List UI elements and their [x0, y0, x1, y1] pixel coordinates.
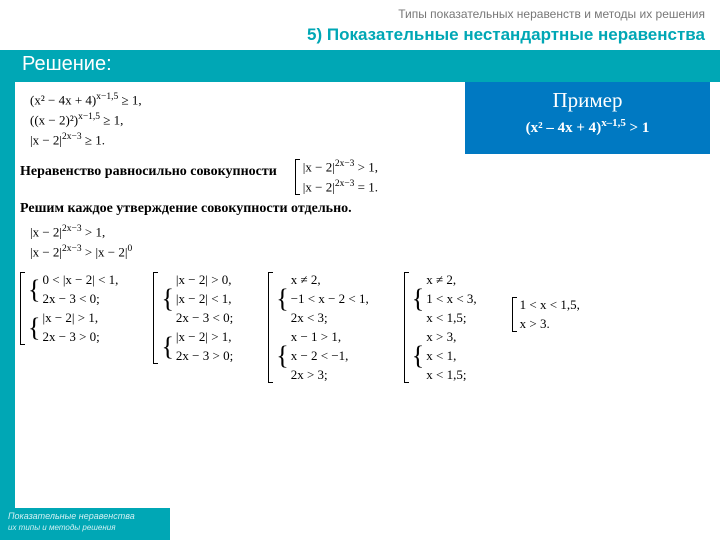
header: Типы показательных неравенств и методы и… — [0, 0, 720, 50]
case-1: |x − 2|2x−3 > 1, |x − 2|2x−3 > |x − 2|0 — [30, 222, 700, 262]
system-a: { 0 < |x − 2| < 1, 2x − 3 < 0; { |x − 2|… — [20, 272, 118, 345]
equiv-text: Неравенство равносильно совокупности — [20, 164, 277, 180]
footer-line2: их типы и методы решения — [8, 523, 162, 533]
system-e: 1 < x < 1,5, x > 3. — [512, 297, 580, 332]
footer: Показательные неравенства их типы и мето… — [0, 508, 170, 540]
solution-label: Решение: — [22, 53, 112, 76]
footer-line1: Показательные неравенства — [8, 511, 162, 523]
system-c: { x ≠ 2, −1 < x − 2 < 1, 2x < 3; { x − 1… — [268, 272, 369, 383]
system-b: { |x − 2| > 0, |x − 2| < 1, 2x − 3 < 0; … — [153, 272, 233, 364]
header-subtitle: Типы показательных неравенств и методы и… — [398, 7, 705, 21]
header-title: 5) Показательные нестандартные неравенст… — [307, 25, 705, 45]
system-d: { x ≠ 2, 1 < x < 3, x < 1,5; { x > 3, x … — [404, 272, 477, 383]
content: (x² − 4x + 4)x−1,5 ≥ 1, ((x − 2)²)x−1,5 … — [20, 90, 700, 383]
union-bracket: |x − 2|2x−3 > 1, |x − 2|2x−3 = 1. — [295, 159, 378, 195]
systems-row: { 0 < |x − 2| < 1, 2x − 3 < 0; { |x − 2|… — [20, 272, 700, 383]
solve-each-text: Решим каждое утверждение совокупности от… — [20, 201, 700, 217]
transform-steps: (x² − 4x + 4)x−1,5 ≥ 1, ((x − 2)²)x−1,5 … — [30, 90, 700, 149]
